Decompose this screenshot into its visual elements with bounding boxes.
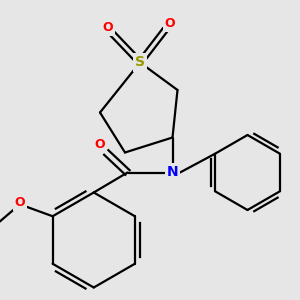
Text: O: O (165, 17, 175, 30)
Text: O: O (102, 21, 113, 34)
Text: O: O (95, 139, 105, 152)
Text: S: S (135, 56, 145, 70)
Text: O: O (15, 196, 26, 209)
Text: N: N (167, 166, 178, 179)
